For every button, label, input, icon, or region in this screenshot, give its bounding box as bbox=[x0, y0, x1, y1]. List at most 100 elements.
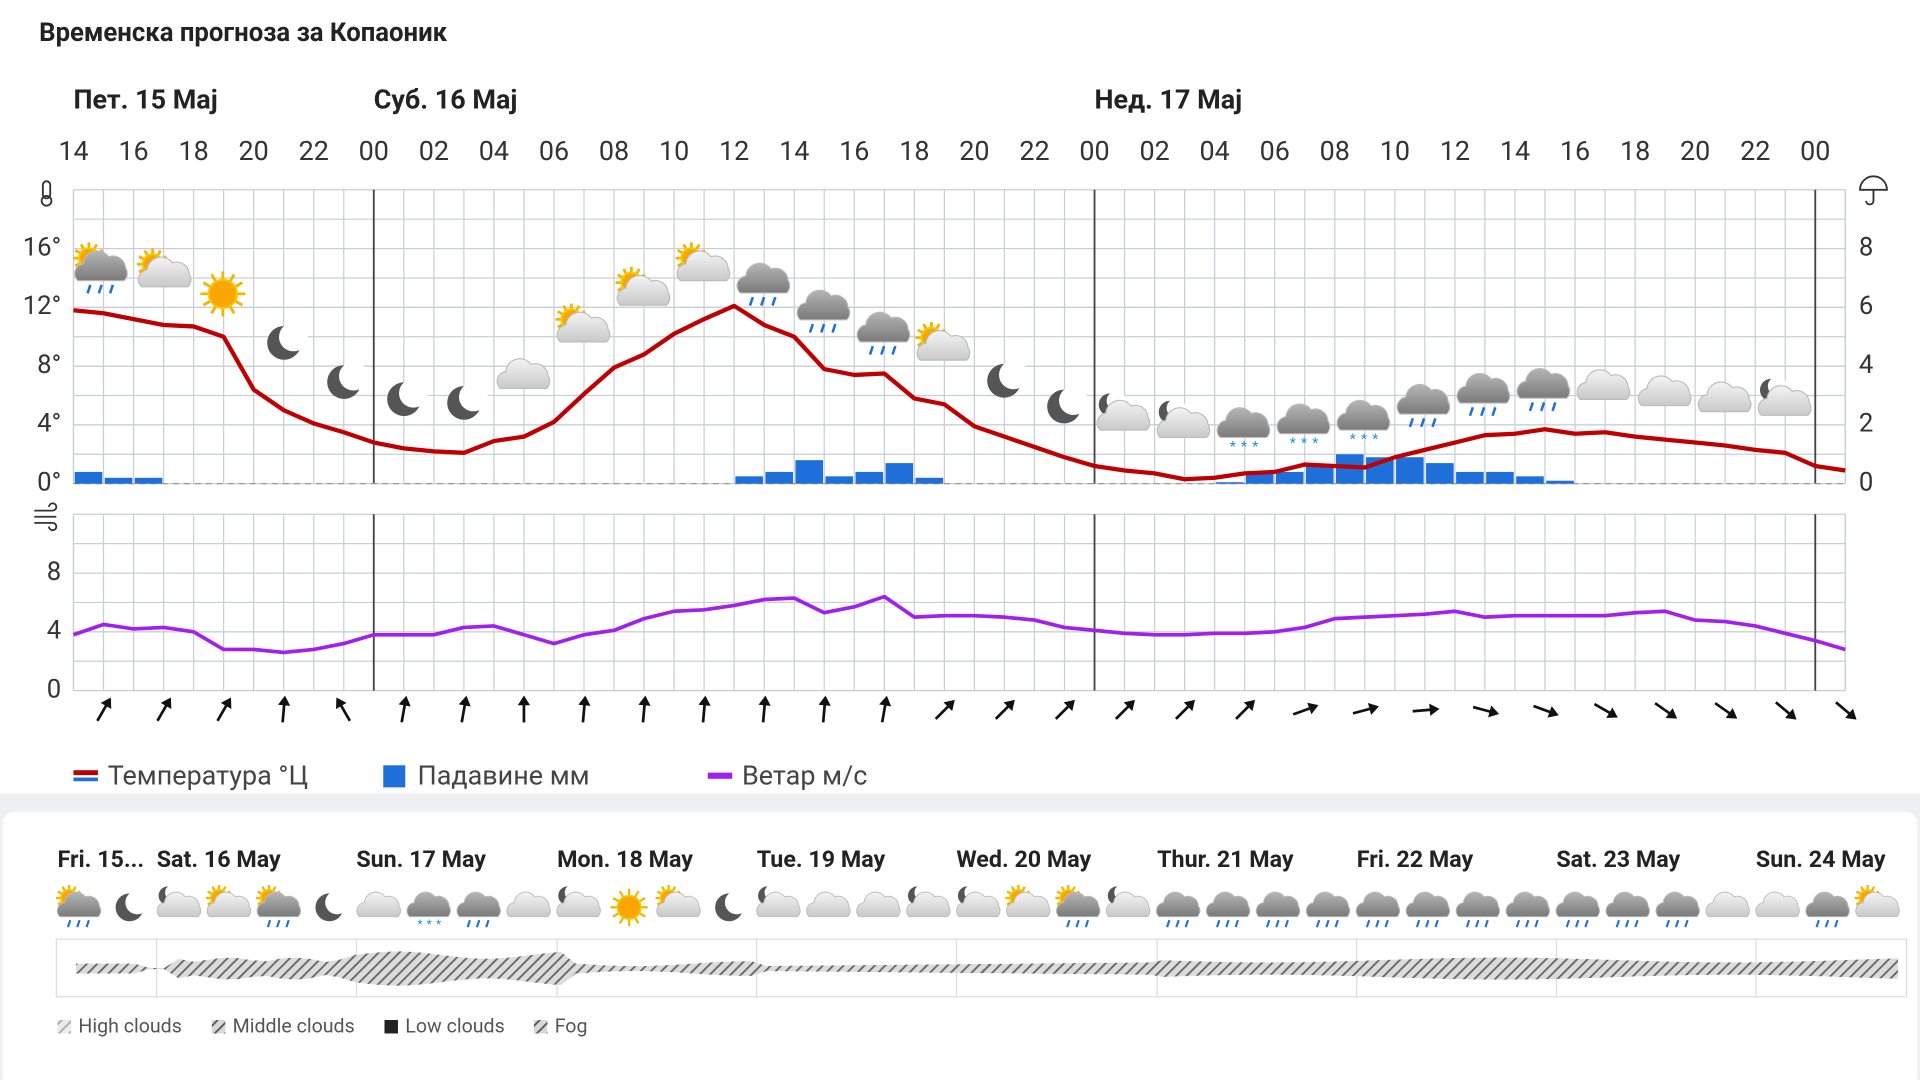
precip-bar bbox=[1516, 476, 1544, 484]
raindrop bbox=[868, 345, 875, 355]
moon-cut bbox=[325, 890, 349, 915]
cloud bbox=[1555, 891, 1600, 918]
weather-icon bbox=[136, 248, 192, 288]
raindrop bbox=[1465, 919, 1471, 928]
cloud bbox=[406, 891, 451, 918]
raindrop bbox=[820, 323, 826, 333]
weather-icon: * * * bbox=[1276, 403, 1331, 451]
weather-icon bbox=[796, 289, 851, 333]
raindrop bbox=[1434, 919, 1439, 928]
snowflake: * bbox=[1301, 435, 1307, 451]
precip-bar bbox=[1305, 466, 1334, 484]
x-tick-label: 22 bbox=[299, 135, 329, 167]
raindrop bbox=[748, 296, 755, 306]
cloud bbox=[1505, 891, 1551, 918]
sun bbox=[616, 894, 642, 920]
wind-arrow bbox=[818, 695, 831, 723]
raindrop bbox=[1480, 406, 1486, 417]
weather-icon bbox=[906, 884, 951, 918]
raindrop bbox=[1408, 417, 1415, 428]
weather-icon bbox=[756, 884, 801, 918]
wind-arrow bbox=[335, 697, 352, 722]
x-tick-label: 18 bbox=[178, 135, 208, 167]
wind-arrow bbox=[96, 697, 112, 722]
precip-bar bbox=[1456, 471, 1484, 484]
cloud bbox=[356, 891, 401, 918]
cloud bbox=[1516, 368, 1571, 399]
weather-icon bbox=[1005, 885, 1051, 918]
raindrop bbox=[1484, 919, 1489, 928]
raindrop bbox=[1365, 919, 1371, 928]
cloud bbox=[1456, 372, 1511, 404]
strip-legend-swatch bbox=[384, 1020, 398, 1034]
cloud bbox=[256, 891, 302, 918]
weather-icon bbox=[73, 242, 128, 294]
weather-icon bbox=[267, 322, 308, 360]
wind-arrow bbox=[698, 695, 711, 723]
x-tick-label: 00 bbox=[1800, 135, 1830, 167]
raindrop bbox=[276, 919, 281, 928]
thermometer-icon bbox=[40, 180, 53, 207]
wind-arrow bbox=[517, 695, 531, 723]
precip-bar bbox=[74, 471, 103, 484]
raindrop bbox=[1334, 919, 1339, 928]
legend-label: Ветар м/с bbox=[742, 760, 867, 792]
sun bbox=[207, 278, 238, 310]
cloud bbox=[916, 330, 971, 361]
weather-icon bbox=[1455, 891, 1501, 928]
strip-legend-swatch bbox=[533, 1020, 548, 1034]
snowflake: * bbox=[1350, 432, 1356, 448]
raindrop bbox=[1075, 919, 1080, 928]
raindrop bbox=[1584, 919, 1589, 928]
raindrop bbox=[1175, 919, 1180, 928]
x-tick-label: 14 bbox=[779, 135, 809, 167]
raindrop bbox=[1415, 919, 1421, 928]
cloud bbox=[1336, 399, 1391, 431]
weather-icon bbox=[315, 890, 349, 922]
arrow-head bbox=[517, 695, 531, 706]
weather-icon bbox=[1854, 885, 1900, 918]
arrow-head bbox=[818, 695, 831, 706]
arrow-head bbox=[1845, 708, 1857, 720]
snowflake: * bbox=[1372, 432, 1378, 448]
raindrop bbox=[1420, 417, 1426, 428]
cloud bbox=[496, 358, 551, 389]
snowflake: * bbox=[427, 917, 432, 931]
legend-swatch bbox=[383, 765, 406, 788]
raindrop bbox=[1284, 919, 1289, 928]
wind-arrow bbox=[1114, 699, 1135, 720]
cloud bbox=[1305, 891, 1351, 918]
weather-icon bbox=[856, 311, 911, 355]
strip-day-label: Sat. 16 May bbox=[157, 845, 281, 873]
strip-day-label: Sat. 23 May bbox=[1556, 845, 1680, 873]
x-tick-label: 06 bbox=[1260, 135, 1290, 167]
strip-legend-label: High clouds bbox=[78, 1015, 181, 1038]
weather-icon bbox=[356, 891, 401, 918]
moon-cut bbox=[279, 322, 308, 352]
raindrop bbox=[1066, 919, 1071, 928]
precip-bar bbox=[1245, 471, 1274, 484]
raindrop bbox=[108, 284, 115, 294]
cloud bbox=[856, 891, 901, 918]
arrow-head bbox=[758, 695, 771, 706]
cloud bbox=[556, 311, 611, 343]
moon-cut bbox=[399, 378, 428, 408]
cloud bbox=[1755, 891, 1800, 918]
precip-bar bbox=[1396, 457, 1424, 484]
icon-part bbox=[41, 180, 52, 200]
raindrop bbox=[66, 919, 72, 928]
weather-icon bbox=[1355, 891, 1401, 928]
raindrop bbox=[1475, 919, 1480, 928]
weather-icon bbox=[675, 242, 731, 282]
raindrop bbox=[1634, 919, 1639, 928]
precip-bar bbox=[855, 471, 884, 484]
raindrop bbox=[1184, 919, 1189, 928]
x-tick-label: 08 bbox=[599, 135, 629, 167]
cloud bbox=[736, 262, 791, 294]
wind-arrow bbox=[1054, 699, 1075, 720]
cloud bbox=[1705, 891, 1750, 918]
arrow-head bbox=[1003, 699, 1015, 712]
cloud bbox=[1255, 891, 1301, 918]
wind-arrow bbox=[458, 695, 471, 723]
y2-tick-label: 4 bbox=[1859, 350, 1873, 380]
